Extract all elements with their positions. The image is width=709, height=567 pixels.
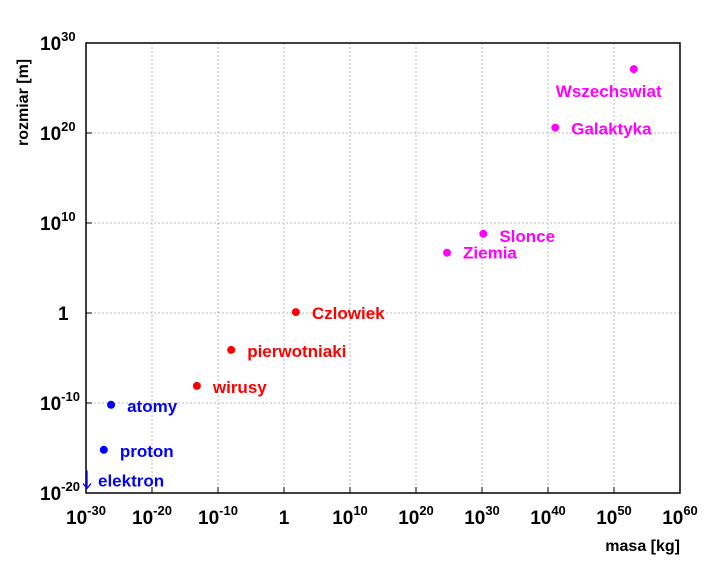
x-tick-label: 10-30 [66,503,106,529]
x-tick-label: 1010 [332,503,368,529]
x-tick-label: 1030 [464,503,500,529]
data-point [551,123,560,132]
x-tick-label: 10-20 [132,503,172,529]
ticks: 10-30 10-20 10-10 1 1010 1020 1030 1040 1050 1060… [40,29,698,529]
data-point [443,248,452,257]
data-point [99,445,108,454]
x-tick-label: 1020 [398,503,434,529]
point-label: proton [120,442,174,461]
y-tick-label: 10-20 [40,479,80,505]
point-label: elektron [98,471,164,490]
y-tick-label: 1010 [40,209,76,235]
point-label: wirusy [212,378,267,397]
y-tick-label: 1030 [40,29,76,55]
y-tick-label: 10-10 [40,389,80,415]
point-label: Galaktyka [571,120,652,139]
data-point [291,308,300,317]
point-label: atomy [127,397,178,416]
x-tick-label: 1050 [596,503,632,529]
data-point [227,345,236,354]
data-point [107,400,116,409]
y-tick-label: 1 [58,304,69,325]
grid [86,43,680,493]
point-label: Ziemia [463,244,517,263]
point-label: Wszechswiat [556,82,662,101]
plot-frame [85,42,681,494]
x-axis-label: masa [kg] [605,538,680,555]
x-tick-label: 1040 [530,503,566,529]
data-point [192,381,201,390]
x-tick-label: 10-10 [198,503,238,529]
x-tick-label: 1060 [662,503,698,529]
x-tick-label: 1 [279,508,290,529]
point-label: Czlowiek [312,304,385,323]
data-point [479,229,488,238]
arrow-head [82,483,92,490]
point-label: pierwotniaki [247,342,346,361]
y-axis-label: rozmiar [m] [15,59,32,146]
data-points: elektron proton atomy wirusy pierwotniaki Czl… [82,65,662,490]
point-label: Slonce [499,227,555,246]
y-tick-label: 1020 [40,119,76,145]
data-point [629,65,638,74]
